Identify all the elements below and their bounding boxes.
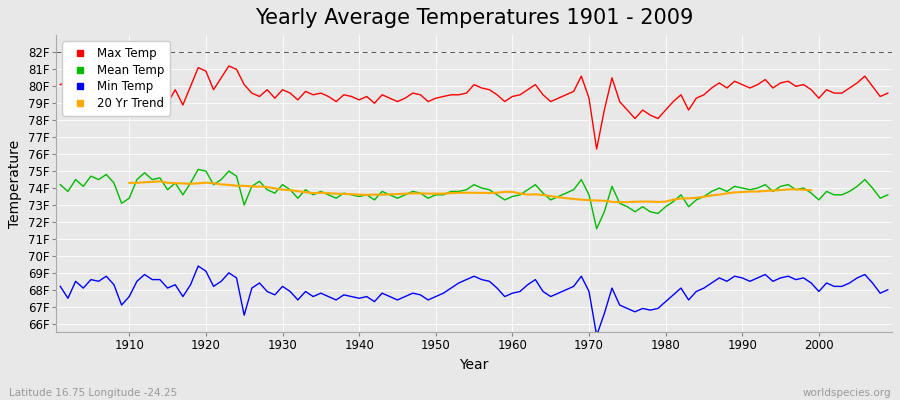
Text: worldspecies.org: worldspecies.org: [803, 388, 891, 398]
Text: Latitude 16.75 Longitude -24.25: Latitude 16.75 Longitude -24.25: [9, 388, 177, 398]
Title: Yearly Average Temperatures 1901 - 2009: Yearly Average Temperatures 1901 - 2009: [255, 8, 693, 28]
Legend: Max Temp, Mean Temp, Min Temp, 20 Yr Trend: Max Temp, Mean Temp, Min Temp, 20 Yr Tre…: [62, 41, 170, 116]
X-axis label: Year: Year: [459, 358, 489, 372]
Y-axis label: Temperature: Temperature: [8, 140, 22, 228]
